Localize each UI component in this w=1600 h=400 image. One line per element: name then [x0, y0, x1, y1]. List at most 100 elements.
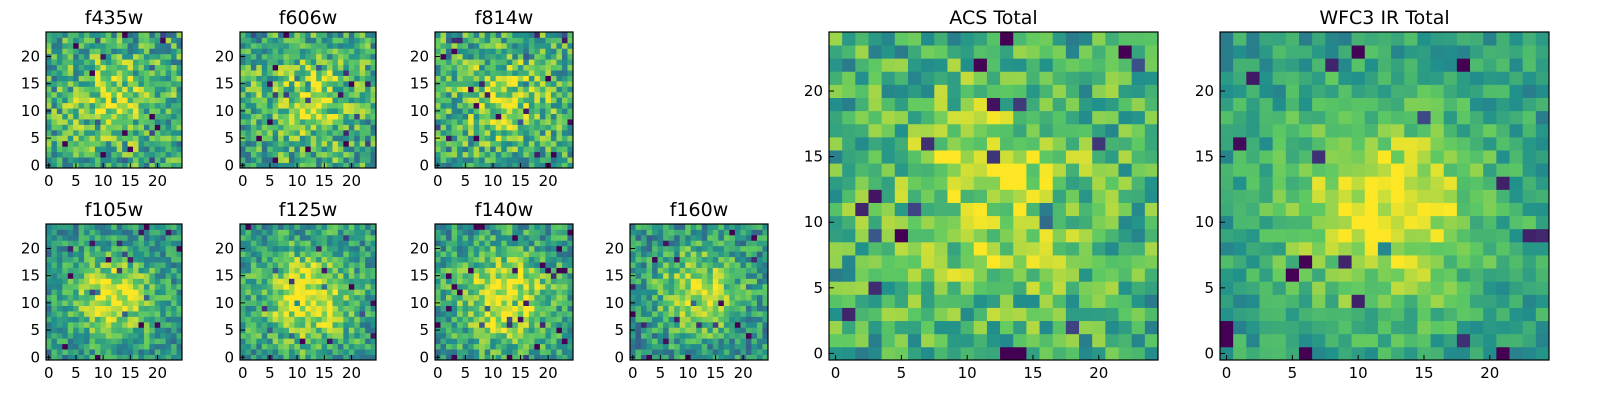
heatmap-cell — [756, 283, 763, 290]
heatmap-cell — [484, 338, 491, 345]
heatmap-cell — [250, 42, 257, 49]
heatmap-cell — [288, 240, 295, 247]
heatmap-cell — [517, 37, 524, 44]
heatmap-cell — [332, 327, 339, 334]
heatmap-cell — [332, 37, 339, 44]
heatmap-cell — [674, 262, 681, 268]
heatmap-cell — [1105, 136, 1119, 151]
heatmap-cell — [1144, 241, 1159, 256]
heatmap-cell — [56, 229, 63, 236]
heatmap-cell — [894, 176, 909, 190]
heatmap-cell — [299, 37, 306, 44]
heatmap-cell — [278, 48, 284, 55]
heatmap-cell — [127, 146, 134, 153]
heatmap-cell — [278, 91, 284, 98]
heatmap-cell — [305, 289, 312, 296]
heatmap-cell — [245, 251, 252, 258]
heatmap-cell — [250, 229, 257, 236]
heatmap-cell — [479, 224, 486, 230]
heatmap-cell — [451, 321, 458, 328]
heatmap-cell — [154, 113, 161, 120]
heatmap-cell — [696, 245, 703, 252]
heatmap-cell — [690, 305, 697, 312]
heatmap-cell — [712, 332, 719, 339]
heatmap-cell — [1000, 294, 1014, 308]
heatmap-cell — [484, 113, 491, 120]
heatmap-cell — [348, 97, 355, 104]
heatmap-cell — [457, 124, 463, 131]
heatmap-cell — [370, 80, 377, 87]
heatmap-cell — [462, 245, 469, 252]
heatmap-cell — [84, 97, 90, 104]
heatmap-cell — [127, 321, 134, 328]
heatmap-cell — [712, 278, 719, 285]
heatmap-cell — [556, 102, 563, 109]
heatmap-cell — [288, 97, 295, 104]
heatmap-cell — [122, 327, 128, 334]
heatmap-cell — [457, 272, 463, 279]
heatmap-cell — [539, 267, 546, 274]
heatmap-cell — [272, 316, 279, 323]
heatmap-cell — [327, 256, 333, 263]
heatmap-cell — [46, 321, 52, 328]
heatmap-cell — [512, 316, 519, 323]
heatmap-cell — [652, 240, 658, 247]
axes-frame — [45, 31, 183, 169]
heatmap-cell — [56, 70, 63, 76]
heatmap-cell — [365, 162, 371, 169]
heatmap-cell — [365, 289, 371, 296]
heatmap-cell — [62, 262, 69, 268]
heatmap-cell — [272, 124, 279, 131]
heatmap-cell — [272, 80, 279, 87]
heatmap-cell — [762, 289, 769, 296]
heatmap-cell — [67, 272, 74, 279]
heatmap-cell — [1079, 215, 1093, 230]
heatmap-cell — [94, 224, 101, 230]
heatmap-cell — [165, 262, 172, 268]
heatmap-cell — [165, 245, 172, 252]
heatmap-cell — [100, 59, 107, 66]
heatmap-cell — [440, 108, 447, 114]
heatmap-cell — [84, 32, 90, 38]
heatmap-cell — [567, 272, 574, 279]
heatmap-cell — [567, 135, 574, 142]
heatmap-cell — [288, 300, 295, 306]
heatmap-cell — [468, 332, 475, 339]
heatmap-cell — [56, 272, 63, 279]
heatmap-cell — [272, 157, 279, 163]
heatmap-cell — [327, 59, 333, 66]
heatmap-cell — [685, 262, 692, 268]
heatmap-cell — [855, 255, 869, 269]
y-tick-label: 20 — [21, 239, 40, 257]
heatmap-cell — [729, 316, 736, 323]
heatmap-cell — [370, 267, 377, 274]
heatmap-cell — [723, 354, 730, 361]
heatmap-cell — [327, 37, 333, 44]
heatmap-cell — [46, 234, 52, 241]
heatmap-cell — [495, 70, 502, 76]
heatmap-cell — [534, 53, 541, 60]
heatmap-cell — [305, 75, 312, 82]
heatmap-cell — [337, 300, 344, 306]
axes-frame — [239, 31, 377, 169]
heatmap-cell — [62, 245, 69, 252]
heatmap-cell — [451, 91, 458, 98]
heatmap-cell — [707, 332, 714, 339]
heatmap-cell — [1079, 163, 1093, 177]
heatmap-cell — [149, 272, 156, 279]
heatmap-cell — [365, 300, 371, 306]
heatmap-cell — [56, 42, 63, 49]
heatmap-cell — [143, 338, 150, 345]
heatmap-cell — [495, 338, 502, 345]
heatmap-cell — [176, 135, 183, 142]
heatmap-cell — [1131, 202, 1146, 217]
heatmap-cell — [490, 332, 497, 339]
heatmap-cell — [321, 224, 328, 230]
heatmap-cell — [723, 327, 730, 334]
heatmap-cell — [337, 332, 344, 339]
heatmap-cell — [657, 332, 664, 339]
heatmap-cell — [299, 48, 306, 55]
heatmap-cell — [1000, 346, 1014, 361]
heatmap-cell — [701, 316, 708, 323]
heatmap-cell — [523, 113, 530, 120]
